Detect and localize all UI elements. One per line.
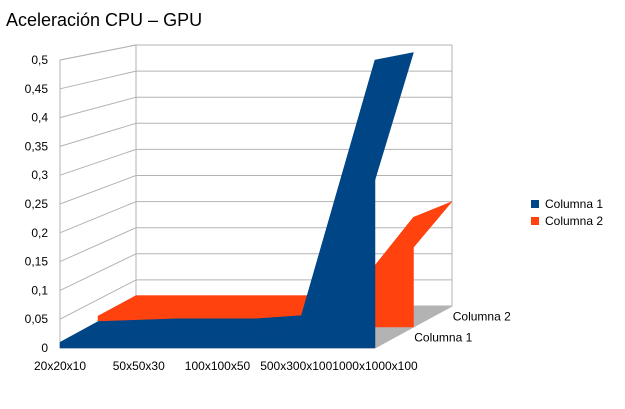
chart-title: Aceleración CPU – GPU (6, 10, 203, 30)
series-layer (59, 52, 453, 349)
x-tick-label: 50x50x30 (113, 359, 165, 373)
y-tick-label: 0,25 (25, 197, 49, 211)
label-layer: 0 0,05 0,1 0,15 0,2 0,25 0,3 0,35 0,4 0,45 0,5 20x2… (25, 53, 511, 373)
legend-swatch-series-2 (531, 216, 539, 225)
gridline-side (59, 175, 137, 205)
gridline-side (59, 96, 137, 119)
gridline-side (59, 279, 137, 320)
y-tick-label: 0,15 (25, 255, 49, 269)
y-tick-label: 0,3 (31, 168, 48, 182)
x-tick-label: 100x100x50 (185, 359, 251, 373)
legend-label-series-2: Columna 2 (545, 213, 604, 228)
y-tick-label: 0,45 (25, 82, 49, 96)
legend: Columna 1 Columna 2 (531, 195, 603, 229)
gridline-side (59, 122, 137, 147)
legend-item-series-2: Columna 2 (531, 212, 603, 229)
legend-swatch-series-1 (531, 199, 539, 208)
gridline-side (59, 148, 137, 176)
x-tick-label: 20x20x10 (34, 359, 86, 373)
depth-axis-label: Columna 1 (414, 331, 472, 345)
gridline-side (59, 201, 137, 234)
x-tick-label: 1000x1000x100 (332, 359, 418, 373)
y-tick-label: 0 (41, 341, 48, 355)
gridline-side (59, 70, 137, 90)
depth-axis-label: Columna 2 (453, 310, 511, 324)
legend-item-series-1: Columna 1 (531, 195, 603, 212)
series-front-face (59, 59, 376, 349)
y-tick-label: 0,4 (31, 111, 48, 125)
y-tick-label: 0,05 (25, 312, 49, 326)
gridline-side (59, 44, 137, 61)
y-tick-label: 0,1 (31, 283, 48, 297)
y-tick-label: 0,35 (25, 139, 49, 153)
gridline-side (59, 253, 137, 291)
series-area-columna-1 (59, 52, 414, 349)
y-tick-label: 0,2 (31, 226, 48, 240)
x-tick-label: 500x300x100 (260, 359, 332, 373)
gridline-side (59, 227, 137, 263)
y-tick-label: 0,5 (31, 53, 48, 67)
legend-label-series-1: Columna 1 (545, 196, 604, 211)
